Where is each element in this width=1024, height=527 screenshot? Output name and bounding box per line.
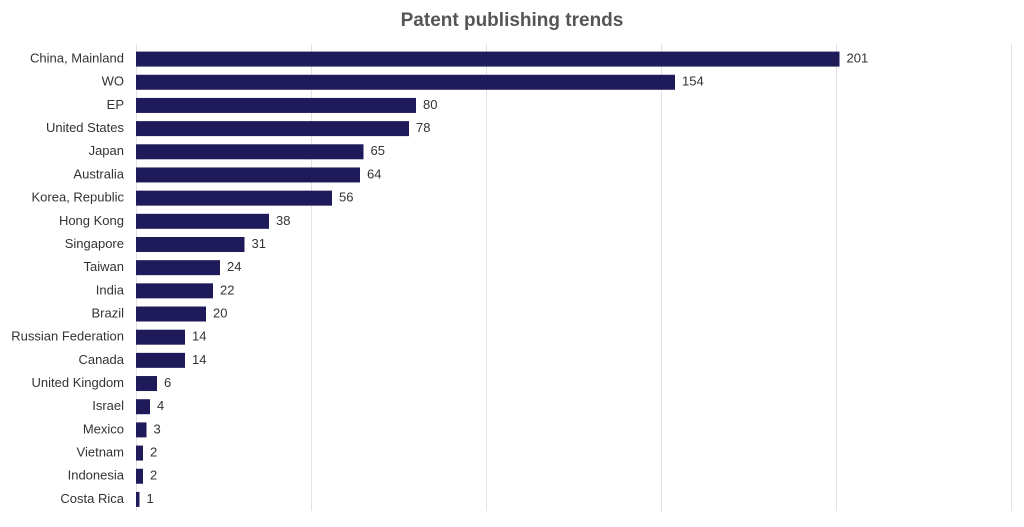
bar <box>136 491 140 507</box>
y-tick-label: Indonesia <box>68 468 125 483</box>
y-tick-label: Taiwan <box>84 259 124 274</box>
value-label: 80 <box>423 97 437 112</box>
bar <box>136 213 269 229</box>
bar <box>136 51 840 67</box>
y-tick-label: Canada <box>78 352 124 367</box>
value-label: 1 <box>147 491 154 506</box>
y-tick-label: United Kingdom <box>32 375 125 390</box>
bar <box>136 74 675 90</box>
value-label: 14 <box>192 329 206 344</box>
bar <box>136 329 185 345</box>
value-label: 4 <box>157 398 164 413</box>
value-label: 3 <box>154 421 161 436</box>
y-tick-label: Korea, Republic <box>32 190 125 205</box>
value-label: 14 <box>192 352 206 367</box>
y-tick-label: Japan <box>89 143 124 158</box>
y-tick-label: WO <box>102 74 124 89</box>
chart-title: Patent publishing trends <box>401 10 624 31</box>
y-tick-label: Costa Rica <box>60 491 124 506</box>
y-tick-label: EP <box>107 97 124 112</box>
value-label: 6 <box>164 375 171 390</box>
bar <box>136 422 147 438</box>
bar <box>136 376 157 392</box>
value-label: 78 <box>416 120 430 135</box>
bar <box>136 144 364 160</box>
bar <box>136 121 409 137</box>
y-tick-label: Vietnam <box>77 445 124 460</box>
bar <box>136 399 150 415</box>
y-tick-label: Israel <box>92 398 124 413</box>
value-label: 64 <box>367 166 381 181</box>
y-tick-label: United States <box>46 120 125 135</box>
value-label: 20 <box>213 305 227 320</box>
y-tick-label: Mexico <box>83 421 124 436</box>
y-tick-label: Russian Federation <box>11 329 124 344</box>
bar <box>136 167 360 183</box>
bar <box>136 190 332 206</box>
y-tick-label: Brazil <box>91 305 124 320</box>
value-label: 22 <box>220 282 234 297</box>
bar <box>136 306 206 322</box>
y-tick-label: China, Mainland <box>30 51 124 66</box>
bar <box>136 352 185 368</box>
value-label: 24 <box>227 259 241 274</box>
value-label: 201 <box>847 51 869 66</box>
bar <box>136 236 245 252</box>
bar <box>136 97 416 113</box>
bar <box>136 260 220 276</box>
y-tick-label: Hong Kong <box>59 213 124 228</box>
bar <box>136 468 143 484</box>
y-tick-label: Singapore <box>65 236 124 251</box>
value-label: 2 <box>150 445 157 460</box>
value-label: 2 <box>150 468 157 483</box>
bar <box>136 445 143 461</box>
value-label: 38 <box>276 213 290 228</box>
y-tick-label: India <box>96 282 125 297</box>
value-label: 56 <box>339 190 353 205</box>
value-label: 65 <box>371 143 385 158</box>
value-label: 31 <box>252 236 266 251</box>
bar <box>136 283 213 299</box>
y-tick-label: Australia <box>73 166 124 181</box>
value-label: 154 <box>682 74 704 89</box>
